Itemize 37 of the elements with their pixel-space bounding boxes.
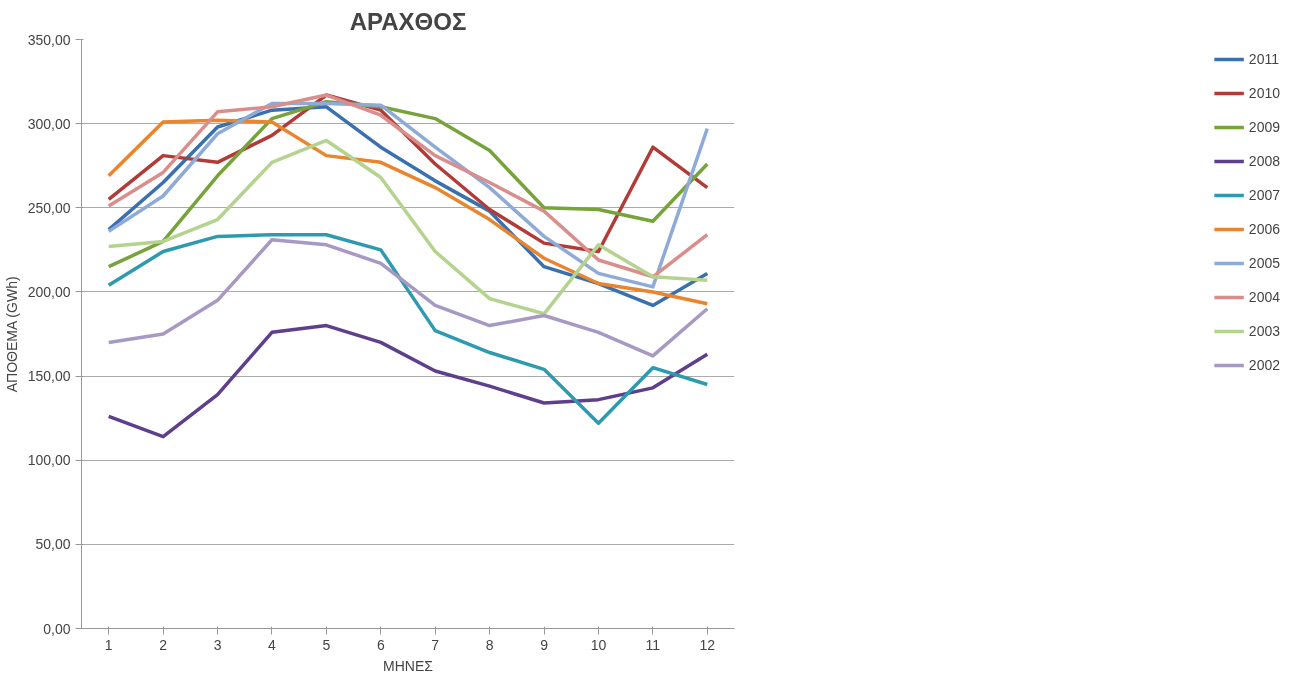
x-axis-title: ΜΗΝΕΣ [383, 657, 434, 674]
x-tick-label: 2 [159, 636, 168, 653]
legend-label: 2010 [1248, 85, 1280, 101]
legend-label: 2011 [1248, 51, 1279, 67]
legend-label: 2003 [1248, 323, 1280, 339]
y-tick-label: 150,00 [27, 368, 71, 385]
legend-label: 2008 [1248, 153, 1280, 169]
line-series [106, 323, 710, 439]
y-tick-label: 350,00 [27, 31, 71, 48]
x-tick-label: 11 [645, 636, 661, 653]
x-tick-label: 4 [268, 636, 277, 653]
x-tick-label: 5 [322, 636, 331, 653]
legend-label: 2005 [1248, 255, 1280, 271]
legend-label: 2006 [1248, 221, 1280, 237]
y-tick-label: 100,00 [27, 452, 71, 469]
legend-label: 2009 [1248, 119, 1280, 135]
legend-label: 2002 [1248, 357, 1280, 373]
y-tick-label: 250,00 [27, 199, 71, 216]
chart-title: ΑΡΑΧΘΟΣ [349, 7, 467, 35]
x-tick-label: 1 [104, 636, 113, 653]
line-series [106, 138, 710, 316]
x-tick-label: 7 [431, 636, 440, 653]
y-axis-title: ΑΠΟΘΕΜΑ (GWh) [3, 276, 20, 393]
x-tick-label: 3 [213, 636, 222, 653]
y-tick-label: 300,00 [27, 115, 71, 132]
x-tick-label: 12 [699, 636, 716, 653]
x-tick-label: 6 [376, 636, 385, 653]
line-series [106, 232, 710, 425]
legend-label: 2007 [1248, 187, 1280, 203]
y-tick-label: 0,00 [43, 620, 71, 637]
line-series [106, 238, 710, 358]
x-tick-label: 10 [590, 636, 607, 653]
x-tick-label: 8 [485, 636, 494, 653]
legend-label: 2004 [1248, 289, 1280, 305]
x-tick-label: 9 [540, 636, 549, 653]
y-tick-label: 200,00 [27, 283, 71, 300]
y-tick-label: 50,00 [35, 536, 71, 553]
